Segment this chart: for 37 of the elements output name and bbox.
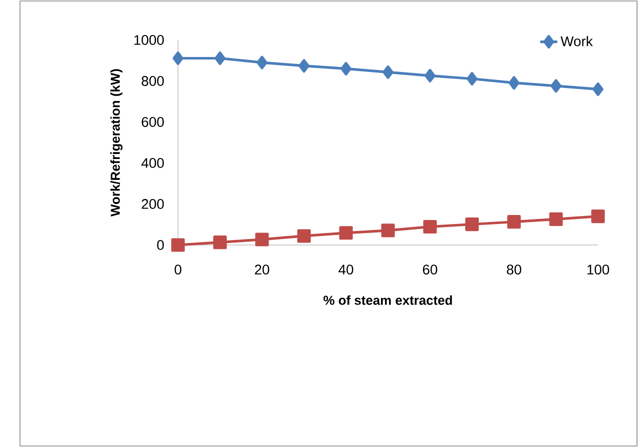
y-tick-label: 600 xyxy=(142,117,164,127)
y-tick-label: 0 xyxy=(157,240,164,250)
point xyxy=(255,232,269,246)
point xyxy=(339,226,353,240)
point xyxy=(214,51,226,66)
point xyxy=(549,212,563,226)
legend-label: Work xyxy=(560,36,593,46)
point xyxy=(298,59,310,73)
point xyxy=(507,215,521,229)
point xyxy=(423,220,437,234)
point xyxy=(592,82,604,96)
x-tick-label: 100 xyxy=(587,264,610,275)
x-tick-label: 60 xyxy=(422,264,438,275)
x-tick-label: 20 xyxy=(254,264,270,275)
y-axis-title: Work/Refrigeration (kW) xyxy=(110,69,122,216)
y-tick-label: 200 xyxy=(142,199,164,209)
point xyxy=(382,65,394,79)
x-axis-title: % of steam extracted xyxy=(324,295,452,305)
point xyxy=(172,51,184,66)
point xyxy=(424,68,436,82)
point xyxy=(213,236,227,250)
point xyxy=(550,79,562,93)
point xyxy=(466,72,478,86)
point xyxy=(591,210,605,224)
point xyxy=(465,218,479,232)
x-tick-label: 40 xyxy=(338,264,354,275)
point xyxy=(256,56,268,70)
point xyxy=(340,62,352,76)
point xyxy=(297,229,311,243)
point xyxy=(508,76,520,90)
y-tick-label: 400 xyxy=(141,158,164,168)
point xyxy=(171,238,185,252)
x-tick-label: 80 xyxy=(506,264,522,275)
point xyxy=(381,224,395,238)
y-tick-label: 1000 xyxy=(134,35,164,45)
x-tick-label: 0 xyxy=(174,264,182,275)
y-tick-label: 800 xyxy=(142,76,164,86)
